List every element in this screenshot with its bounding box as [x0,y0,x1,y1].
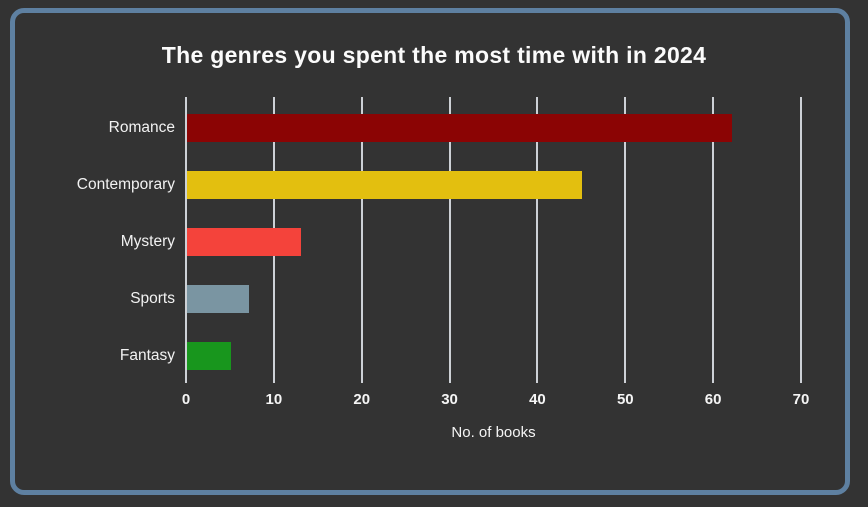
chart-frame [10,8,850,495]
category-label-mystery: Mystery [120,233,175,250]
bar-sports [187,285,249,313]
gridline-60 [712,97,715,383]
category-label-fantasy: Fantasy [119,347,175,364]
x-tick-label: 10 [265,391,283,408]
x-tick-label: 30 [441,391,458,408]
bar-romance [187,114,732,142]
x-tick-label: 70 [792,391,810,408]
x-tick-label: 40 [529,391,546,408]
plot-area [185,97,802,383]
gridline-70 [800,97,802,383]
x-tick-label: 60 [704,391,722,408]
x-tick-label: 50 [616,391,634,408]
x-tick-label: 0 [181,391,191,408]
gridline-20 [360,97,363,383]
category-label-sports: Sports [130,290,175,307]
category-label-contemporary: Contemporary [76,176,175,193]
chart-title: The genres you spent the most time with … [161,42,707,68]
gridline-40 [536,97,539,383]
bar-mystery [187,228,302,256]
gridline-0 [185,97,187,383]
category-label-romance: Romance [108,119,175,136]
gridline-30 [448,97,451,383]
bar-contemporary [187,171,583,199]
x-tick-label: 20 [353,391,371,408]
bar-fantasy [187,342,231,370]
x-axis-label: No. of books [451,424,536,441]
gridline-50 [624,97,627,383]
